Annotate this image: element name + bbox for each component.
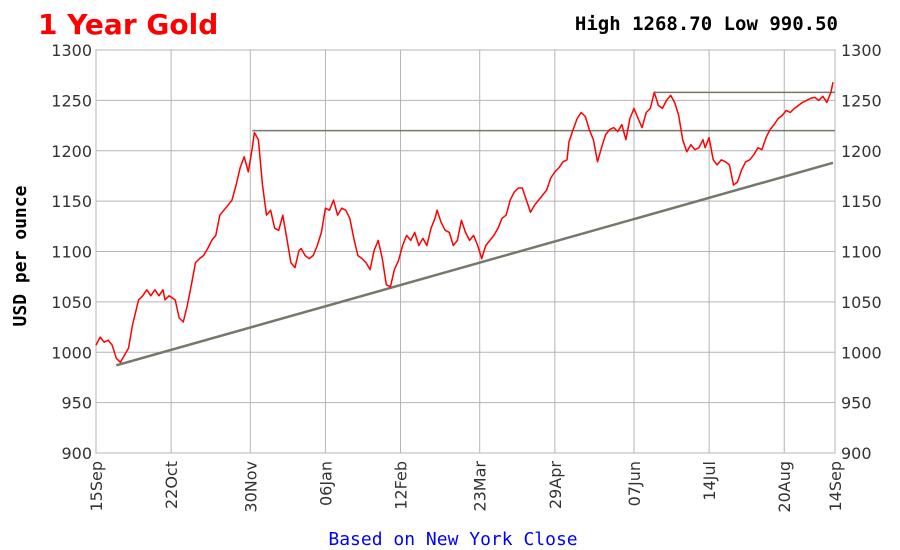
x-tick-label: 06Jan [316, 461, 335, 506]
x-tick-label: 14Sep [826, 461, 845, 512]
chart-title: 1 Year Gold [38, 8, 218, 41]
x-tick-label: 14Jul [700, 461, 719, 501]
y-tick-label: 1100 [51, 243, 92, 262]
subtitle: High 1268.70 Low 990.50 [575, 13, 838, 35]
y-tick-label: 900 [61, 444, 92, 463]
y-tick-label: 1150 [51, 192, 92, 211]
y-tick-label: 1050 [51, 293, 92, 312]
y2-tick-label: 1250 [841, 91, 882, 110]
x-tick-label: 30Nov [241, 461, 260, 513]
trend-line [115, 161, 834, 367]
y2-tick-label: 950 [841, 394, 872, 413]
y-tick-label: 1000 [51, 343, 92, 362]
y-tick-label: 1300 [51, 41, 92, 60]
x-tick-label: 12Feb [392, 461, 411, 510]
y2-tick-label: 1000 [841, 343, 882, 362]
x-tick-label: 07Jun [625, 461, 644, 506]
y-tick-label: 1200 [51, 142, 92, 161]
y2-tick-label: 1050 [841, 293, 882, 312]
y2-tick-label: 1200 [841, 142, 882, 161]
y-tick-label: 950 [61, 394, 92, 413]
x-tick-label: 23Mar [471, 461, 490, 512]
x-tick-label: 15Sep [87, 461, 106, 512]
x-axis-label: Based on New York Close [328, 529, 577, 550]
y2-tick-label: 1300 [841, 41, 882, 60]
y2-tick-label: 900 [841, 444, 872, 463]
y2-tick-label: 1100 [841, 243, 882, 262]
x-tick-label: 29Apr [546, 461, 565, 509]
x-tick-label: 22Oct [162, 461, 181, 509]
y-axis-label: USD per ounce [10, 185, 31, 326]
price-line [95, 82, 834, 364]
x-tick-label: 20Aug [775, 461, 794, 513]
y-tick-label: 1250 [51, 91, 92, 110]
y2-tick-label: 1150 [841, 192, 882, 211]
